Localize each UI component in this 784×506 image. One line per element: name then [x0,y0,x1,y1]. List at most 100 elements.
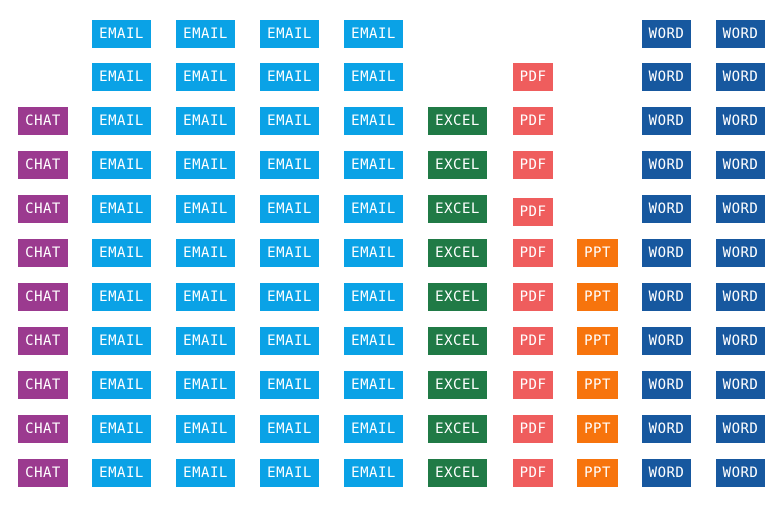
pdf-tag: PDF [513,151,553,179]
email-tag: EMAIL [260,459,319,487]
chat-tag: CHAT [18,415,68,443]
ppt-tag: PPT [577,459,618,487]
email-tag: EMAIL [176,195,235,223]
email-tag: EMAIL [92,327,151,355]
pdf-tag: PDF [513,283,553,311]
email-tag: EMAIL [344,63,403,91]
email-tag: EMAIL [92,283,151,311]
email-tag: EMAIL [260,107,319,135]
pdf-tag: PDF [513,459,553,487]
word-tag: WORD [716,151,765,179]
chat-tag: CHAT [18,371,68,399]
email-tag: EMAIL [260,283,319,311]
word-tag: WORD [716,327,765,355]
pdf-tag: PDF [513,107,553,135]
email-tag: EMAIL [260,415,319,443]
chat-tag: CHAT [18,283,68,311]
word-tag: WORD [716,459,765,487]
chat-tag: CHAT [18,327,68,355]
email-tag: EMAIL [176,283,235,311]
email-tag: EMAIL [260,151,319,179]
pdf-tag: PDF [513,198,553,226]
chat-tag: CHAT [18,195,68,223]
email-tag: EMAIL [92,195,151,223]
email-tag: EMAIL [176,327,235,355]
pdf-tag: PDF [513,371,553,399]
chat-tag: CHAT [18,151,68,179]
email-tag: EMAIL [176,63,235,91]
excel-tag: EXCEL [428,415,487,443]
email-tag: EMAIL [176,371,235,399]
email-tag: EMAIL [92,107,151,135]
word-tag: WORD [716,239,765,267]
email-tag: EMAIL [92,20,151,48]
word-tag: WORD [642,20,691,48]
chat-tag: CHAT [18,239,68,267]
email-tag: EMAIL [344,107,403,135]
email-tag: EMAIL [344,151,403,179]
email-tag: EMAIL [344,415,403,443]
email-tag: EMAIL [260,327,319,355]
email-tag: EMAIL [92,151,151,179]
word-tag: WORD [716,283,765,311]
pdf-tag: PDF [513,327,553,355]
email-tag: EMAIL [92,371,151,399]
ppt-tag: PPT [577,327,618,355]
word-tag: WORD [642,459,691,487]
word-tag: WORD [642,195,691,223]
word-tag: WORD [642,371,691,399]
ppt-tag: PPT [577,371,618,399]
excel-tag: EXCEL [428,283,487,311]
email-tag: EMAIL [344,459,403,487]
word-tag: WORD [642,283,691,311]
word-tag: WORD [716,63,765,91]
word-tag: WORD [716,195,765,223]
email-tag: EMAIL [344,283,403,311]
chat-tag: CHAT [18,107,68,135]
excel-tag: EXCEL [428,195,487,223]
pdf-tag: PDF [513,63,553,91]
email-tag: EMAIL [176,151,235,179]
pdf-tag: PDF [513,415,553,443]
word-tag: WORD [642,327,691,355]
ppt-tag: PPT [577,283,618,311]
excel-tag: EXCEL [428,239,487,267]
email-tag: EMAIL [344,371,403,399]
ppt-tag: PPT [577,239,618,267]
email-tag: EMAIL [260,239,319,267]
word-tag: WORD [716,415,765,443]
email-tag: EMAIL [260,195,319,223]
email-tag: EMAIL [344,327,403,355]
excel-tag: EXCEL [428,107,487,135]
word-tag: WORD [642,415,691,443]
email-tag: EMAIL [260,63,319,91]
email-tag: EMAIL [176,459,235,487]
email-tag: EMAIL [92,239,151,267]
email-tag: EMAIL [260,371,319,399]
email-tag: EMAIL [344,239,403,267]
excel-tag: EXCEL [428,371,487,399]
email-tag: EMAIL [92,63,151,91]
email-tag: EMAIL [344,20,403,48]
word-tag: WORD [642,107,691,135]
email-tag: EMAIL [92,415,151,443]
word-tag: WORD [642,239,691,267]
word-tag: WORD [716,107,765,135]
word-tag: WORD [716,371,765,399]
word-tag: WORD [716,20,765,48]
excel-tag: EXCEL [428,327,487,355]
word-tag: WORD [642,63,691,91]
word-tag: WORD [642,151,691,179]
email-tag: EMAIL [176,107,235,135]
ppt-tag: PPT [577,415,618,443]
email-tag: EMAIL [176,239,235,267]
email-tag: EMAIL [260,20,319,48]
pdf-tag: PDF [513,239,553,267]
email-tag: EMAIL [344,195,403,223]
email-tag: EMAIL [92,459,151,487]
email-tag: EMAIL [176,20,235,48]
excel-tag: EXCEL [428,151,487,179]
email-tag: EMAIL [176,415,235,443]
chat-tag: CHAT [18,459,68,487]
